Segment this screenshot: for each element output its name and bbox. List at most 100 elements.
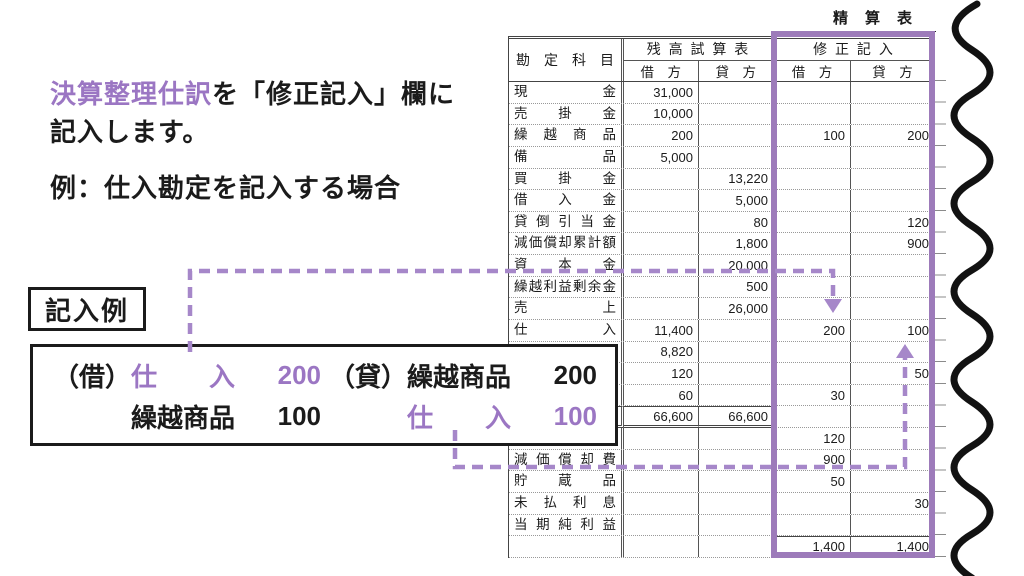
- tb-credit-cell: 26,000: [699, 298, 774, 319]
- tb-credit-cell: 80: [699, 211, 774, 233]
- tb-debit-cell: [624, 298, 699, 319]
- worksheet-row: 借 入 金 5,000: [509, 190, 934, 212]
- debit-account: 仕 入: [131, 362, 236, 392]
- adj-debit-cell: 1,400: [774, 536, 851, 557]
- tb-credit-cell: [699, 103, 774, 125]
- account-name-cell: 貯 蔵 品: [509, 471, 624, 492]
- adj-credit-cell: [851, 471, 934, 492]
- tb-debit-header: 借 方: [624, 60, 699, 81]
- adj-debit-cell: [774, 514, 851, 536]
- adj-credit-cell: [851, 190, 934, 211]
- adj-credit-cell: [851, 385, 934, 406]
- adj-debit-cell: [774, 190, 851, 211]
- account-name-cell: 買 掛 金: [509, 168, 624, 190]
- account-name-cell: 借 入 金: [509, 190, 624, 211]
- adj-credit-cell: [851, 450, 934, 471]
- tb-debit-cell: 8,820: [624, 341, 699, 363]
- worksheet-row: 減価償却累計額 1,800 900: [509, 233, 934, 255]
- adj-debit-cell: 50: [774, 471, 851, 492]
- entry-example-label: 記入例: [28, 287, 146, 331]
- trial-balance-group: 残 高 試 算 表 借 方 貸 方: [624, 39, 774, 81]
- account-name-cell: 当 期 純 利 益: [509, 514, 624, 536]
- adj-debit-cell: [774, 103, 851, 125]
- debit-account: 繰越商品: [131, 403, 236, 433]
- adj-credit-cell: [851, 255, 934, 276]
- tb-credit-cell: [699, 363, 774, 384]
- adj-debit-cell: [774, 255, 851, 276]
- tb-credit-cell: [699, 146, 774, 168]
- adj-credit-cell: [851, 147, 934, 168]
- tb-debit-cell: [624, 514, 699, 536]
- intro-line-2: 記入します。: [50, 117, 210, 147]
- adj-debit-cell: 200: [774, 319, 851, 341]
- adj-credit-cell: [851, 298, 934, 319]
- tb-credit-cell: [699, 384, 774, 406]
- adjustments-header: 修 正 記 入: [774, 39, 934, 61]
- adj-credit-cell: [851, 515, 934, 536]
- account-column-header: 勘 定 科 目: [509, 39, 624, 81]
- tb-debit-cell: 10,000: [624, 103, 699, 125]
- tb-debit-cell: [624, 276, 699, 298]
- account-name-cell: 繰越利益剰余金: [509, 276, 624, 298]
- worksheet-row: 買 掛 金 13,220: [509, 168, 934, 191]
- tb-debit-cell: [624, 211, 699, 233]
- adj-debit-cell: [774, 363, 851, 384]
- account-name-cell: 未 払 利 息: [509, 492, 624, 514]
- adj-credit-cell: 100: [907, 322, 929, 338]
- worksheet-row: 売 上 26,000: [509, 298, 934, 320]
- worksheet-row: 現 金 31,000: [509, 82, 934, 104]
- adj-credit-cell: [851, 277, 934, 298]
- journal-line-1: （借） 仕 入 200 （貸） 繰越商品 200: [53, 356, 601, 396]
- adj-credit-cell: [851, 342, 934, 363]
- tb-debit-cell: 120: [624, 363, 699, 384]
- account-name-cell: 現 金: [509, 82, 624, 103]
- adj-debit-cell: [774, 233, 851, 254]
- debit-amount: 100: [277, 401, 321, 431]
- account-name-cell: 貸 倒 引 当 金: [509, 211, 624, 233]
- worksheet-title: 精 算 表: [810, 7, 936, 32]
- worksheet-row: 繰 越 商 品 200 100 200: [509, 125, 934, 147]
- debit-amount: 200: [277, 360, 321, 390]
- adj-debit-cell: [774, 341, 851, 363]
- tb-debit-cell: 11,400: [624, 319, 699, 341]
- adj-debit-cell: [774, 298, 851, 319]
- worksheet-row: 当 期 純 利 益: [509, 514, 934, 537]
- adj-debit-cell: [774, 82, 851, 103]
- credit-amount: 100: [553, 401, 597, 431]
- adj-credit-cell: [851, 406, 934, 428]
- worksheet-row: 売 掛 金 10,000: [509, 103, 934, 126]
- tb-credit-cell: 500: [699, 276, 774, 298]
- tb-credit-header: 貸 方: [715, 64, 757, 80]
- adj-debit-cell: 120: [774, 428, 851, 449]
- tb-credit-cell: [699, 514, 774, 536]
- intro-highlight: 決算整理仕訳: [50, 79, 213, 109]
- worksheet-row: 資 本 金 20,000: [509, 255, 934, 277]
- tb-credit-cell: [699, 319, 774, 341]
- tb-credit-cell: [699, 125, 774, 146]
- worksheet-header: 勘 定 科 目 残 高 試 算 表 借 方 貸 方 修 正 記 入 借 方 貸 …: [509, 36, 934, 82]
- account-name-cell: 資 本 金: [509, 255, 624, 276]
- account-name-cell: [509, 536, 624, 557]
- adj-debit-cell: [774, 211, 851, 233]
- adj-credit-cell: [851, 82, 934, 103]
- account-name-cell: 仕 入: [509, 319, 624, 341]
- tb-debit-cell: 60: [624, 384, 699, 406]
- worksheet-row: 減 価 償 却 費 900: [509, 449, 934, 472]
- tb-debit-cell: [624, 168, 699, 190]
- adj-debit-cell: 900: [774, 449, 851, 471]
- adj-credit-cell: 1,400: [851, 536, 934, 557]
- tb-credit-cell: [699, 492, 774, 514]
- account-name-cell: 売 上: [509, 298, 624, 319]
- tb-credit-cell: [699, 471, 774, 492]
- adj-credit-cell: 50: [914, 365, 929, 381]
- journal-line-2: 繰越商品 100 仕 入 100: [53, 397, 601, 437]
- tb-credit-cell: 66,600: [699, 406, 774, 428]
- adj-debit-cell: [774, 168, 851, 190]
- adj-debit-cell: [774, 492, 851, 514]
- worksheet-table: 勘 定 科 目 残 高 試 算 表 借 方 貸 方 修 正 記 入 借 方 貸 …: [508, 36, 934, 558]
- torn-edge-row-stubs: [935, 80, 946, 557]
- tb-debit-cell: 66,600: [624, 406, 699, 428]
- trial-balance-header: 残 高 試 算 表: [624, 39, 773, 61]
